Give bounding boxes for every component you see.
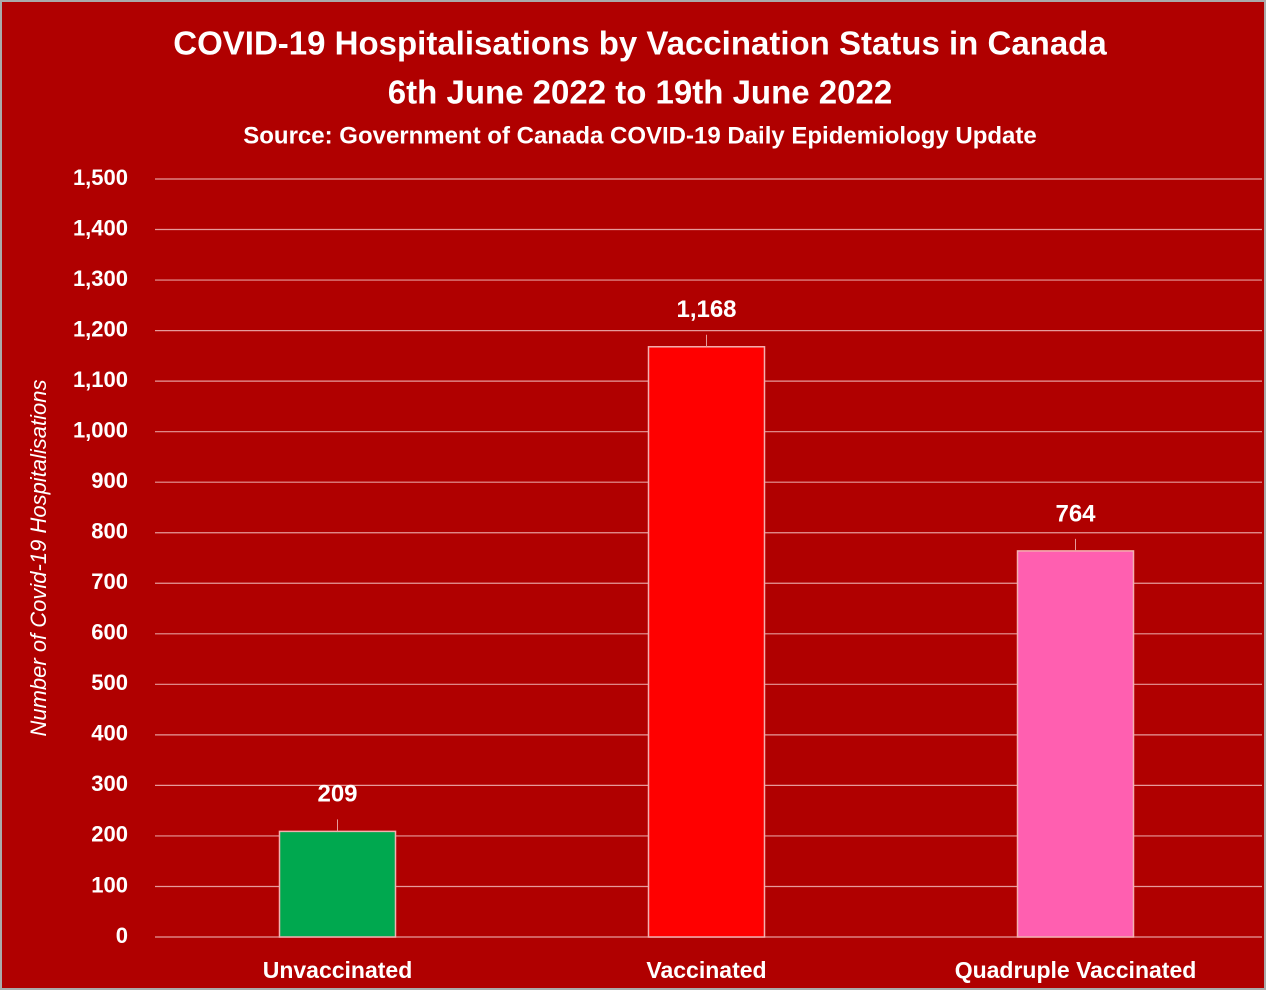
x-tick-label: Unvaccinated [263, 957, 413, 983]
y-tick-label: 1,300 [73, 266, 128, 291]
bar [1016, 550, 1135, 938]
bar [647, 346, 766, 938]
y-tick-label: 1,200 [73, 316, 128, 341]
data-label: 764 [1055, 500, 1096, 527]
y-tick-label: 1,500 [73, 165, 128, 190]
y-tick-label: 200 [91, 822, 128, 847]
y-tick-label: 0 [116, 923, 128, 948]
y-tick-label: 1,400 [73, 215, 128, 240]
data-label: 1,168 [676, 296, 736, 323]
chart-title: 6th June 2022 to 19th June 2022 [388, 74, 892, 111]
y-tick-label: 1,100 [73, 367, 128, 392]
y-tick-label: 400 [91, 721, 128, 746]
chart-title: COVID-19 Hospitalisations by Vaccination… [173, 25, 1107, 62]
y-tick-label: 1,000 [73, 417, 128, 442]
bar [278, 830, 397, 938]
y-tick-label: 100 [91, 872, 128, 897]
y-tick-label: 300 [91, 771, 128, 796]
y-tick-label: 800 [91, 519, 128, 544]
y-tick-label: 700 [91, 569, 128, 594]
y-tick-label: 500 [91, 670, 128, 695]
x-tick-label: Quadruple Vaccinated [955, 957, 1197, 983]
y-tick-label: 600 [91, 620, 128, 645]
y-tick-label: 900 [91, 468, 128, 493]
x-tick-label: Vaccinated [646, 957, 766, 983]
chart-subtitle: Source: Government of Canada COVID-19 Da… [243, 122, 1037, 149]
y-axis-label: Number of Covid-19 Hospitalisations [26, 379, 51, 736]
data-label: 209 [317, 781, 357, 808]
